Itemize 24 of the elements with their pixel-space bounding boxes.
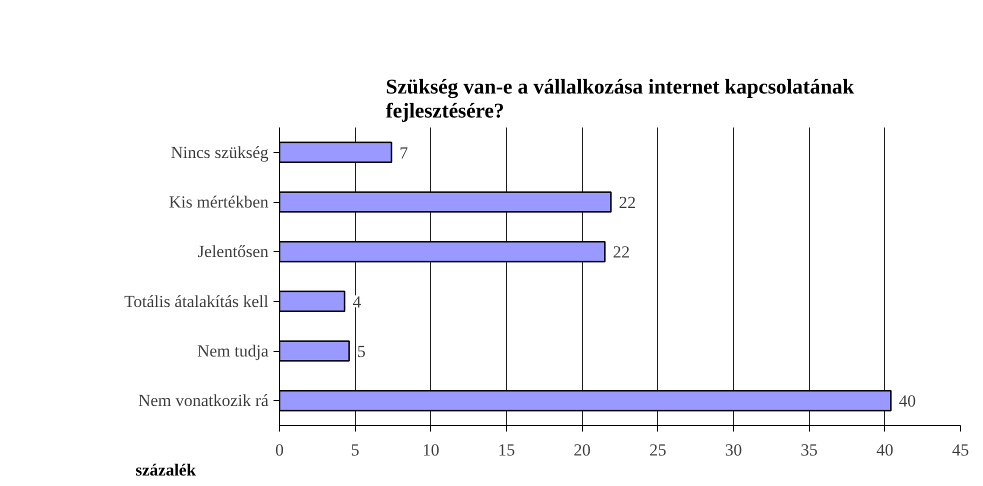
x-tick-label: 0 [275, 440, 284, 460]
x-tick-label: 15 [498, 440, 515, 460]
x-tick-label: 45 [952, 440, 969, 460]
x-tick-label: 5 [350, 440, 360, 460]
x-tick-label: 30 [725, 440, 742, 460]
y-tick-label: Kis mértékben [168, 192, 269, 212]
y-tick-label: Nincs szükség [170, 142, 269, 162]
data-label: 4 [352, 292, 362, 312]
y-tick-label: Nem tudja [197, 342, 269, 360]
data-label: 22 [612, 242, 630, 262]
chart-title: Szükség van-e a vállalkozása internet kapcsolatának fejlesztésére? [386, 74, 855, 122]
y-tick-label: Totális átalakítás kell [124, 292, 269, 311]
y-tick-label: Jelentősen [198, 242, 269, 262]
data-label: 7 [399, 143, 408, 162]
x-axis-title: százalék [136, 460, 196, 480]
x-tick-label: 20 [574, 440, 591, 460]
x-tick-label: 25 [649, 440, 666, 460]
x-tick-label: 40 [876, 440, 894, 460]
x-tick-label: 35 [800, 440, 818, 460]
y-tick-label: Nem vonatkozik rá [138, 391, 269, 410]
data-label: 22 [618, 193, 636, 212]
data-label: 5 [357, 342, 366, 361]
x-tick-label: 10 [422, 440, 440, 460]
data-label: 40 [898, 392, 916, 411]
